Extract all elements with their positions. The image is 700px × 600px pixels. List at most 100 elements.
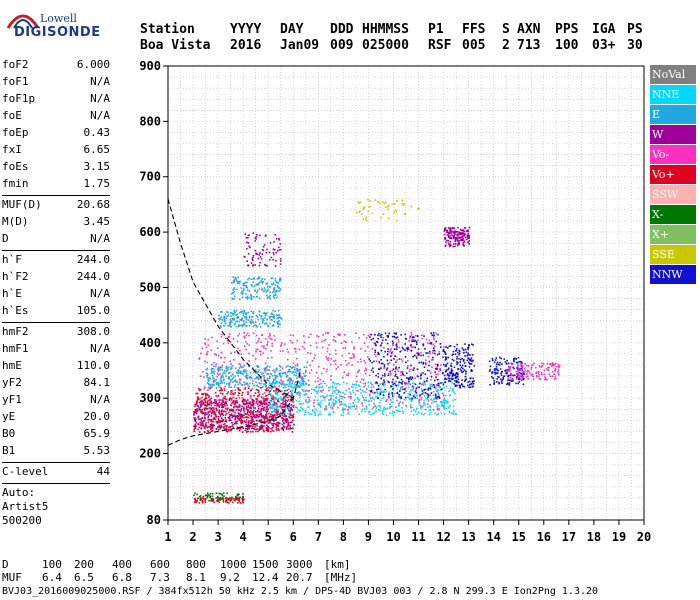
x-tick-label: 2 (189, 530, 196, 544)
distance-value: 200 (74, 558, 94, 571)
header-label-ffs: FFS (462, 22, 486, 37)
muf-distance-table: D 100 200 400 600 800 1000 1500 3000 [km] MUF 6.4 6.… (2, 558, 402, 586)
param-row: C-level 44 (2, 465, 110, 482)
muf-value: 6.5 (74, 571, 94, 584)
trace-e (218, 309, 283, 328)
autoscaling-info: Auto: Artist5 500200 (2, 486, 48, 528)
param-row: h`Es 105.0 (2, 304, 110, 321)
header-label-iga: IGA (592, 22, 616, 37)
x-tick-label: 1 (164, 530, 171, 544)
param-row: foF1 N/A (2, 75, 110, 92)
distance-value: 400 (112, 558, 132, 571)
plot-area (168, 66, 644, 520)
header-value-s: 2 (502, 38, 510, 53)
param-name: MUF(D) (2, 198, 42, 211)
x-tick-label: 17 (562, 530, 576, 544)
param-row: MUF(D) 20.68 (2, 198, 110, 215)
param-row: h`F2 244.0 (2, 270, 110, 287)
x-tick-label: 7 (315, 530, 322, 544)
param-row: fmin 1.75 (2, 177, 110, 194)
param-name: hmE (2, 359, 22, 372)
param-value: 3.15 (83, 160, 111, 173)
trace-vo (193, 496, 245, 504)
header-value-ps: 30 (627, 38, 643, 53)
param-value: 244.0 (76, 253, 110, 266)
x-tick-label: 11 (411, 530, 425, 544)
param-value: 3.45 (83, 215, 111, 228)
param-name: h`F (2, 253, 22, 266)
legend-item-e: E (650, 105, 696, 124)
muf-value: 6.8 (112, 571, 132, 584)
digisonde-logo: Lowell DIGISONDE (0, 0, 120, 50)
x-tick-label: 20 (637, 530, 651, 544)
muf-value: 20.7 (286, 571, 313, 584)
param-value: 65.9 (83, 427, 111, 440)
header-value-iga: 03+ (592, 38, 616, 53)
param-name: foF1p (2, 92, 36, 105)
legend-item-nne: NNE (650, 85, 696, 104)
param-value: 105.0 (76, 304, 110, 317)
param-row: foEp 0.43 (2, 126, 110, 143)
y-tick-label: 200 (139, 447, 161, 461)
param-value: N/A (90, 393, 110, 406)
param-name: foF1 (2, 75, 29, 88)
param-row: h`F 244.0 (2, 253, 110, 270)
param-name: D (2, 232, 9, 245)
model-curve-profile-right (167, 370, 302, 446)
param-name: fmin (2, 177, 29, 190)
trace-vo (193, 387, 295, 433)
x-tick-label: 13 (461, 530, 475, 544)
distance-label: D (2, 558, 9, 571)
param-name: yE (2, 410, 16, 423)
header-label-station: Station (140, 22, 195, 37)
param-row: hmF2 308.0 (2, 325, 110, 342)
header-value-axn: 713 (517, 38, 541, 53)
muf-value: 8.1 (186, 571, 206, 584)
param-separator (2, 250, 110, 251)
header-label-yyyy: YYYY (230, 22, 262, 37)
muf-label: MUF (2, 571, 22, 584)
parameter-table: foF2 6.000 foF1 N/A foF1p N/A foE N/A foEp 0.43 fx… (2, 58, 110, 486)
header-label-s: S (502, 22, 510, 37)
param-separator (2, 462, 110, 463)
param-row: yE 20.0 (2, 410, 110, 427)
header-value-pps: 100 (555, 38, 579, 53)
param-name: foEp (2, 126, 29, 139)
legend-item-vo: Vo+ (650, 165, 696, 184)
trace-nnw (368, 332, 445, 400)
header-value-ffs: 005 (462, 38, 486, 53)
param-value: 6.65 (83, 143, 111, 156)
header-label-pps: PPS (555, 22, 579, 37)
param-name: foEs (2, 160, 29, 173)
muf-value: 9.2 (220, 571, 240, 584)
param-row: B1 5.53 (2, 444, 110, 461)
y-tick-label: 500 (139, 280, 161, 294)
x-tick-label: 12 (436, 530, 450, 544)
y-tick-label: 400 (139, 336, 161, 350)
param-value: N/A (90, 75, 110, 88)
header-value-p1: RSF (428, 38, 452, 53)
x-tick-label: 3 (214, 530, 221, 544)
param-name: M(D) (2, 215, 29, 228)
param-value: N/A (90, 92, 110, 105)
param-value: 5.53 (83, 444, 111, 457)
param-name: C-level (2, 465, 49, 478)
antenna-logo-icon (6, 14, 40, 29)
trace-e (231, 276, 282, 301)
param-value: N/A (90, 342, 110, 355)
muf-value: 7.3 (150, 571, 170, 584)
x-tick-label: 6 (290, 530, 297, 544)
param-name: h`F2 (2, 270, 29, 283)
distance-unit: [km] (324, 558, 351, 571)
param-row: D N/A (2, 232, 110, 249)
legend-item-nnw: NNW (650, 265, 696, 284)
param-value: 84.1 (83, 376, 111, 389)
param-name: B1 (2, 444, 16, 457)
header-label-day: DAY (280, 22, 304, 37)
param-separator (2, 195, 110, 196)
header-label-hhmmss: HHMMSS (362, 22, 409, 37)
param-value: N/A (90, 109, 110, 122)
trace-nnw (488, 356, 525, 386)
y-tick-label: 700 (139, 170, 161, 184)
param-row: yF1 N/A (2, 393, 110, 410)
